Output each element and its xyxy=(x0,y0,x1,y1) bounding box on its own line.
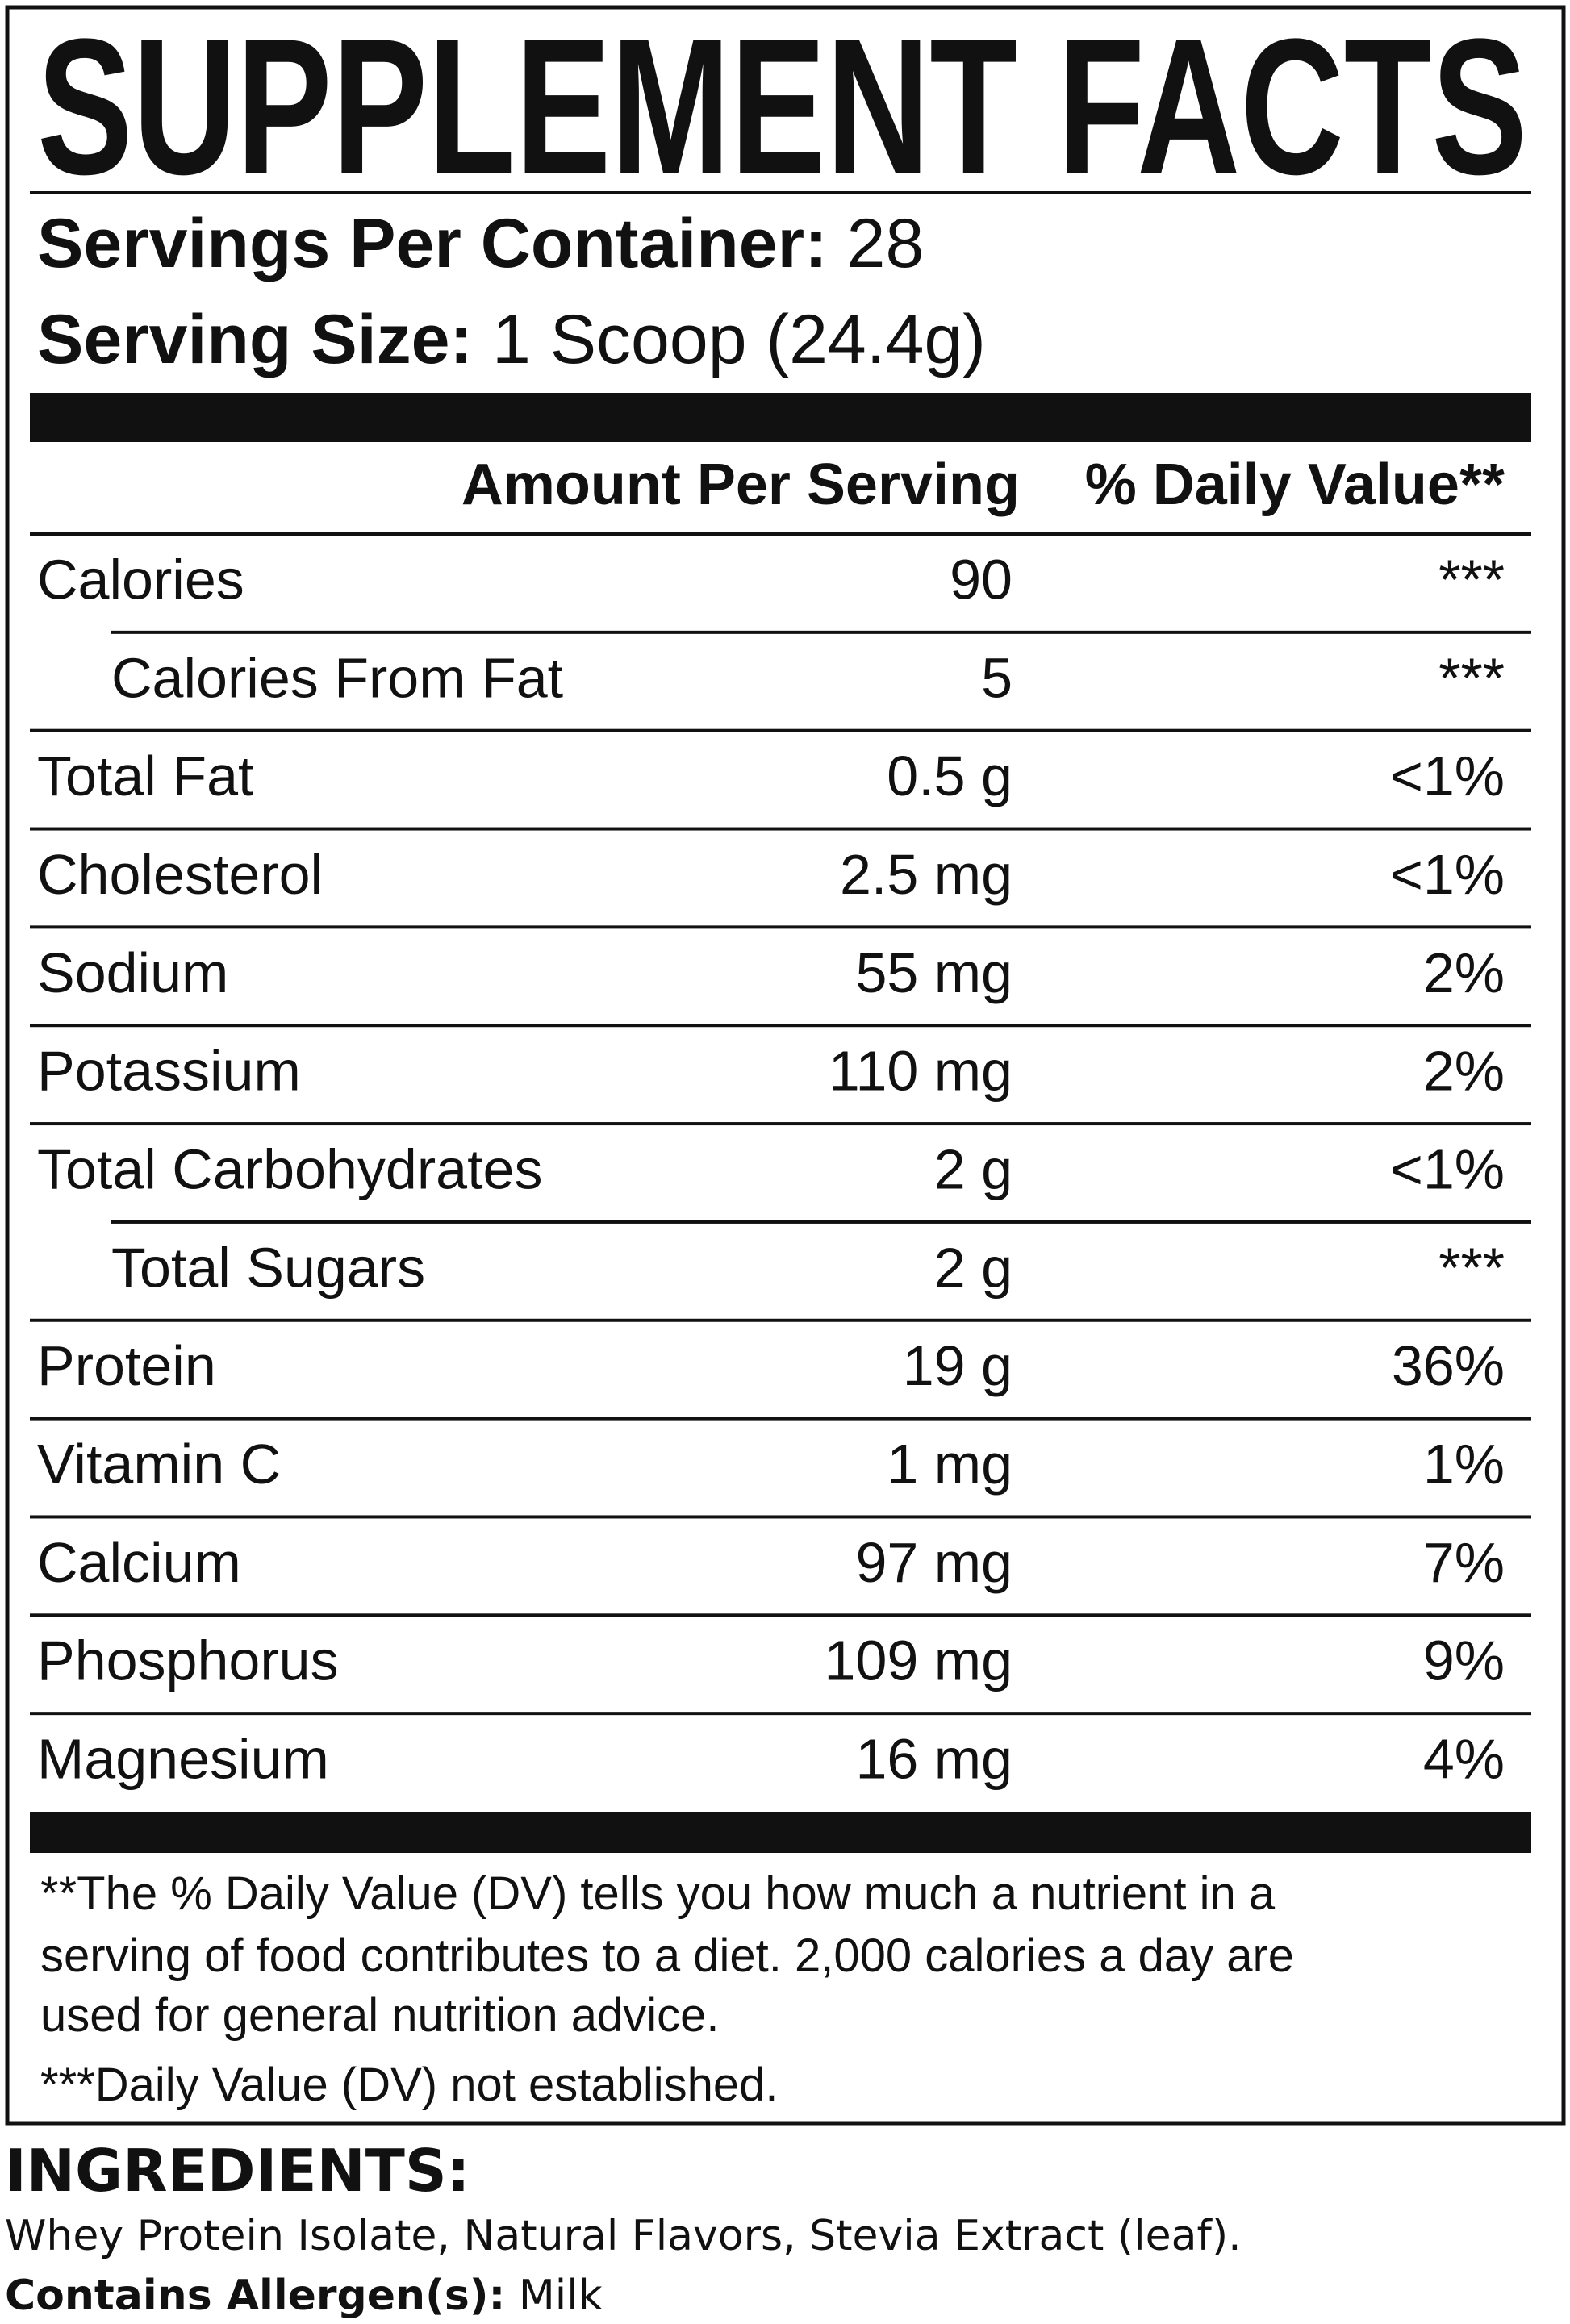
nutrient-daily-value: <1% xyxy=(1390,843,1505,906)
serving-size-value: 1 Scoop (24.4g) xyxy=(492,301,986,378)
nutrient-daily-value: 36% xyxy=(1392,1334,1505,1397)
header-rule xyxy=(30,532,1531,536)
thick-bar xyxy=(30,393,1531,442)
serving-size: Serving Size: 1 Scoop (24.4g) xyxy=(37,301,986,378)
row-rule xyxy=(30,827,1531,831)
footnote: ***Daily Value (DV) not established. xyxy=(40,2059,779,2111)
nutrient-name: Calcium xyxy=(37,1531,241,1594)
ingredients-label: INGREDIENTS: xyxy=(5,2137,470,2205)
row-rule xyxy=(30,1122,1531,1126)
nutrient-daily-value: <1% xyxy=(1390,745,1505,807)
nutrient-name: Calories xyxy=(37,548,244,611)
nutrient-name: Total Fat xyxy=(37,745,253,807)
servings: Servings Per Container: 28 xyxy=(37,205,924,282)
allergens-text: Milk xyxy=(519,2272,603,2320)
nutrient-name: Sodium xyxy=(37,941,228,1004)
row-rule xyxy=(30,1024,1531,1028)
nutrient-daily-value: *** xyxy=(1438,548,1505,611)
footnotes: **The % Daily Value (DV) tells you how m… xyxy=(40,1867,1294,2111)
footnote: serving of food contributes to a diet. 2… xyxy=(40,1930,1294,1982)
servings-value: 28 xyxy=(847,205,925,282)
nutrient-amount: 19 g xyxy=(903,1334,1013,1397)
row-rule xyxy=(111,1220,1531,1224)
row-rule xyxy=(30,1417,1531,1421)
nutrient-daily-value: 4% xyxy=(1423,1728,1505,1791)
nutrient-amount: 97 mg xyxy=(855,1531,1013,1594)
nutrient-daily-value: *** xyxy=(1438,646,1505,709)
nutrient-daily-value: *** xyxy=(1438,1236,1505,1299)
nutrient-amount: 2.5 mg xyxy=(840,843,1013,906)
serving-size-label: Serving Size: xyxy=(37,301,473,378)
nutrient-daily-value: 9% xyxy=(1423,1629,1505,1692)
nutrient-name: Total Carbohydrates xyxy=(37,1137,542,1200)
nutrient-name: Protein xyxy=(37,1334,216,1397)
row-rule xyxy=(30,1712,1531,1716)
nutrient-amount: 55 mg xyxy=(855,941,1013,1004)
nutrient-name: Cholesterol xyxy=(37,843,323,906)
nutrient-daily-value: 2% xyxy=(1423,941,1505,1004)
nutrient-daily-value: 2% xyxy=(1423,1040,1505,1103)
nutrient-amount: 110 mg xyxy=(829,1040,1013,1103)
row-rule xyxy=(30,728,1531,732)
thick-bar xyxy=(30,1812,1531,1853)
nutrient-amount: 1 mg xyxy=(887,1433,1013,1496)
row-rule xyxy=(111,630,1531,634)
nutrient-name: Magnesium xyxy=(37,1728,329,1791)
row-rule xyxy=(30,1318,1531,1322)
nutrient-amount: 16 mg xyxy=(855,1728,1013,1791)
nutrient-name: Calories From Fat xyxy=(111,646,563,709)
nutrient-amount: 0.5 g xyxy=(887,745,1013,807)
title: SUPPLEMENT FACTS xyxy=(37,0,1527,215)
servings-label: Servings Per Container: xyxy=(37,205,828,282)
row-rule xyxy=(30,1613,1531,1617)
nutrient-amount: 2 g xyxy=(934,1137,1013,1200)
nutrient-daily-value: 7% xyxy=(1423,1531,1505,1594)
label-border xyxy=(5,5,1566,2126)
nutrient-name: Potassium xyxy=(37,1040,301,1103)
nutrient-daily-value: <1% xyxy=(1390,1137,1505,1200)
nutrient-amount: 5 xyxy=(981,646,1013,709)
header-amount: Amount Per Serving xyxy=(461,453,1020,517)
rows: Calories 90 *** Calories From Fat 5 *** Total … xyxy=(30,548,1531,1791)
ingredients-text: Whey Protein Isolate, Natural Flavors, S… xyxy=(5,2212,1242,2260)
header-daily-value: % Daily Value** xyxy=(1085,453,1505,517)
allergens-label: Contains Allergen(s): xyxy=(5,2272,505,2320)
row-rule xyxy=(30,1515,1531,1519)
nutrient-daily-value: 1% xyxy=(1423,1433,1505,1496)
nutrient-amount: 90 xyxy=(950,548,1013,611)
footnote: used for general nutrition advice. xyxy=(40,1989,720,2042)
divider xyxy=(30,191,1531,194)
nutrient-amount: 109 mg xyxy=(825,1629,1013,1692)
row-rule xyxy=(30,925,1531,929)
footnote: **The % Daily Value (DV) tells you how m… xyxy=(40,1867,1276,1920)
allergens: Contains Allergen(s): Milk xyxy=(5,2272,603,2320)
nutrient-name: Total Sugars xyxy=(111,1236,425,1299)
nutrient-name: Phosphorus xyxy=(37,1629,339,1692)
nutrient-amount: 2 g xyxy=(934,1236,1013,1299)
nutrient-name: Vitamin C xyxy=(37,1433,281,1496)
